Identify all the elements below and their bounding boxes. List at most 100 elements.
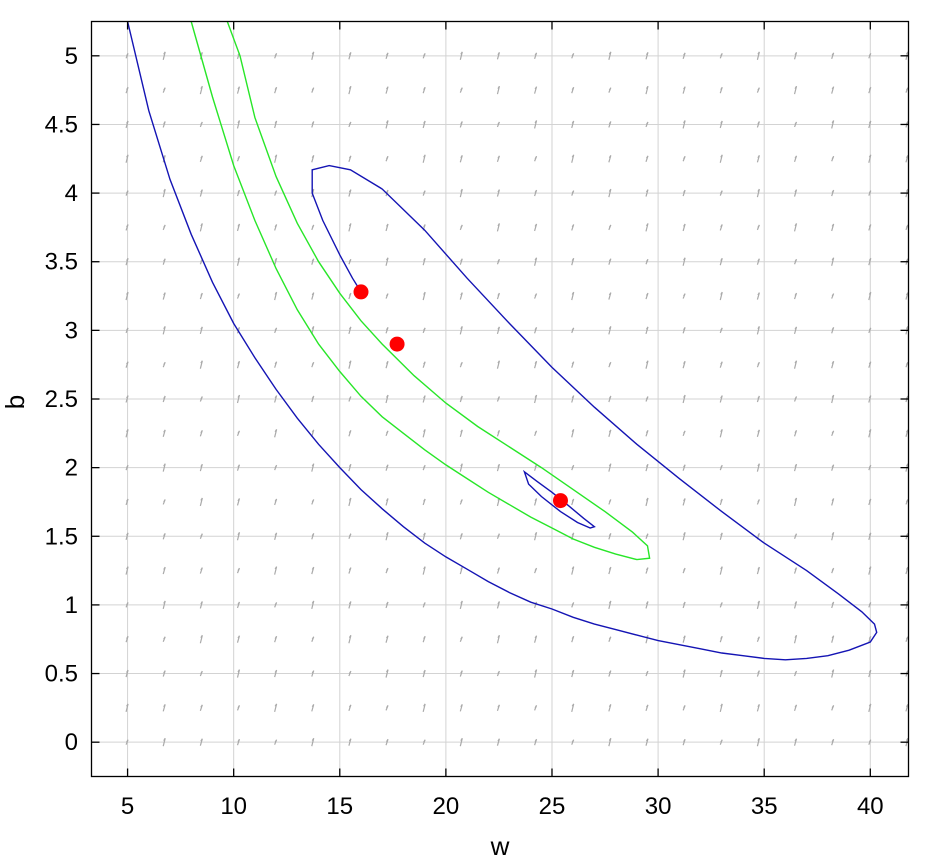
gradient-arrow	[496, 258, 500, 265]
gradient-arrow	[719, 532, 723, 540]
gradient-arrow	[125, 257, 129, 266]
gradient-arrow	[793, 704, 798, 712]
gradient-arrow	[831, 669, 835, 678]
x-tick-label: 30	[645, 793, 672, 820]
gradient-arrow	[645, 155, 649, 162]
gradient-arrow	[831, 567, 835, 574]
gradient-arrow	[496, 430, 501, 437]
gradient-arrow	[534, 293, 538, 299]
gradient-arrow	[533, 257, 538, 266]
gradient-arrow	[125, 154, 129, 163]
gradient-arrow	[496, 533, 500, 539]
gradient-arrow	[868, 464, 872, 471]
y-tick-label: 0.5	[45, 661, 78, 688]
gradient-arrow	[274, 464, 278, 471]
gradient-arrow	[496, 326, 501, 335]
gradient-arrow	[645, 258, 649, 265]
gradient-arrow	[162, 121, 166, 128]
y-axis-label: b	[0, 395, 30, 409]
gradient-arrow	[608, 395, 612, 403]
gradient-arrow	[682, 360, 686, 369]
gradient-arrow	[459, 188, 463, 198]
gradient-arrow	[645, 360, 649, 369]
gradient-arrow	[199, 121, 203, 128]
gradient-arrow	[571, 635, 575, 643]
gradient-arrow	[682, 394, 686, 404]
gradient-arrow	[236, 223, 241, 232]
gradient-arrow	[756, 636, 760, 642]
gradient-arrow	[274, 602, 278, 608]
gradient-arrow	[793, 430, 798, 437]
gradient-arrow	[496, 704, 501, 712]
gradient-arrow	[793, 155, 798, 162]
gradient-arrow	[385, 635, 389, 643]
gradient-arrow	[831, 120, 835, 129]
gradient-arrow	[459, 87, 463, 93]
gradient-arrow	[571, 257, 575, 266]
gradient-arrow	[868, 703, 872, 713]
gradient-arrow	[645, 601, 649, 609]
gradient-arrow	[125, 327, 129, 334]
gradient-arrow	[496, 52, 501, 60]
gradient-arrow	[793, 567, 798, 574]
gradient-arrow	[831, 705, 835, 711]
gradient-arrow	[274, 190, 278, 196]
gradient-arrow	[645, 430, 649, 437]
gradient-arrow	[459, 395, 463, 403]
gradient-arrow	[608, 258, 612, 265]
gradient-arrow	[162, 429, 166, 437]
gradient-arrow	[348, 670, 352, 677]
contour-line	[126, 21, 878, 661]
gradient-arrow	[311, 600, 315, 610]
gradient-arrow	[682, 635, 686, 643]
gradient-arrow	[385, 327, 389, 334]
gradient-arrow	[831, 327, 835, 334]
gradient-arrow	[868, 429, 872, 438]
gradient-arrow	[793, 634, 798, 644]
red-point	[353, 284, 369, 300]
gradient-arrow	[571, 669, 575, 678]
gradient-arrow	[905, 292, 909, 300]
gradient-arrow	[719, 154, 723, 163]
gradient-arrow	[348, 223, 352, 232]
gradient-arrow	[199, 396, 203, 402]
gradient-arrow	[162, 566, 166, 575]
gradient-arrow	[793, 121, 798, 128]
gradient-arrow	[682, 705, 686, 711]
gradient-arrow	[496, 738, 501, 746]
gradient-arrow	[459, 121, 463, 128]
gradient-arrow	[348, 326, 352, 335]
gradient-arrow	[534, 738, 538, 746]
gradient-arrow	[348, 360, 352, 369]
gradient-arrow	[571, 291, 575, 301]
gradient-arrow	[459, 224, 463, 231]
gradient-arrow	[422, 602, 426, 608]
gradient-arrow	[311, 121, 315, 128]
gradient-arrow	[199, 533, 203, 539]
gradient-arrow	[534, 52, 538, 60]
gradient-arrow	[311, 499, 315, 505]
y-tick-label: 1	[65, 592, 78, 619]
gradient-arrow	[162, 600, 166, 610]
gradient-arrow	[533, 360, 538, 369]
gradient-arrow	[756, 600, 760, 610]
gradient-arrow	[422, 498, 426, 506]
gradient-arrow	[199, 497, 203, 507]
gradient-arrow	[645, 189, 649, 197]
gradient-arrow	[793, 52, 798, 60]
gradient-arrow	[274, 635, 278, 643]
gradient-arrow	[793, 360, 798, 369]
gradient-arrow	[682, 327, 686, 334]
gradient-arrow	[125, 464, 129, 471]
gradient-arrow	[385, 52, 389, 60]
gradient-arrow	[682, 498, 686, 506]
gradient-arrow	[496, 223, 501, 232]
gradient-arrow	[236, 738, 241, 746]
gradient-arrow	[756, 429, 760, 437]
gradient-arrow	[236, 705, 241, 711]
gradient-arrow	[125, 602, 129, 608]
gradient-arrow	[199, 85, 203, 95]
gradient-arrow	[385, 257, 389, 266]
gradient-arrow	[162, 532, 166, 540]
